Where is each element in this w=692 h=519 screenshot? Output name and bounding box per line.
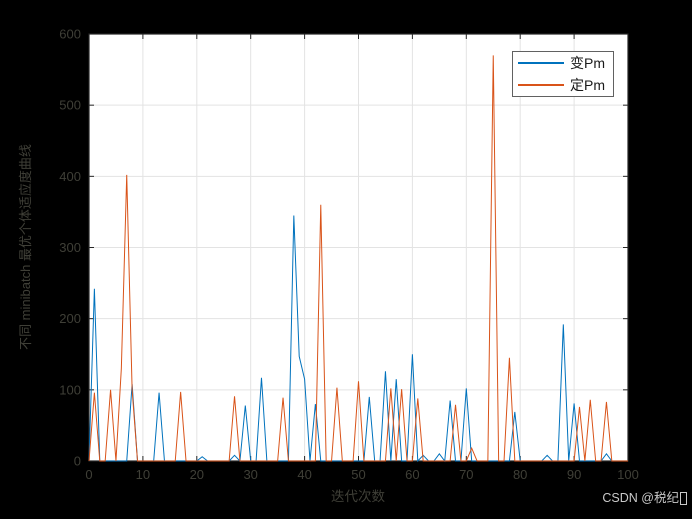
x-tick-label: 10 <box>136 467 150 482</box>
x-tick-label: 90 <box>567 467 581 482</box>
legend: 变Pm 定Pm <box>512 51 614 97</box>
y-tick-label: 200 <box>59 311 81 326</box>
watermark-text: CSDN @税纪 <box>602 491 679 506</box>
x-tick-label: 30 <box>243 467 257 482</box>
legend-label: 定Pm <box>570 77 605 93</box>
x-tick-label: 70 <box>459 467 473 482</box>
y-tick-label: 300 <box>59 240 81 255</box>
x-tick-label: 80 <box>513 467 527 482</box>
x-tick-label: 20 <box>190 467 204 482</box>
legend-entry-fixed-pm: 定Pm <box>513 74 613 96</box>
y-axis-label: 不同 minibatch 最优个体适应度曲线 <box>18 144 33 350</box>
x-tick-label: 40 <box>297 467 311 482</box>
x-tick-label: 0 <box>85 467 92 482</box>
legend-entry-var-pm: 变Pm <box>513 52 613 74</box>
x-tick-label: 60 <box>405 467 419 482</box>
y-tick-label: 400 <box>59 169 81 184</box>
missing-glyph-box-icon <box>680 492 687 505</box>
series-line-1 <box>88 55 628 462</box>
x-tick-label: 50 <box>351 467 365 482</box>
y-tick-label: 100 <box>59 382 81 397</box>
plot-area: 0 10 20 30 40 50 60 70 80 90 100 0 100 200 300 400 500 60… <box>59 27 639 483</box>
x-tick-label: 100 <box>617 467 639 482</box>
y-tick-label: 600 <box>59 27 81 42</box>
legend-line-sample-orange <box>518 84 564 86</box>
legend-label: 变Pm <box>570 55 605 71</box>
y-tick-label: 500 <box>59 98 81 113</box>
watermark: CSDN @税纪 <box>602 492 687 505</box>
x-axis-label: 迭代次数 <box>331 489 385 504</box>
legend-line-sample-blue <box>518 62 564 64</box>
y-tick-label: 0 <box>74 454 81 469</box>
